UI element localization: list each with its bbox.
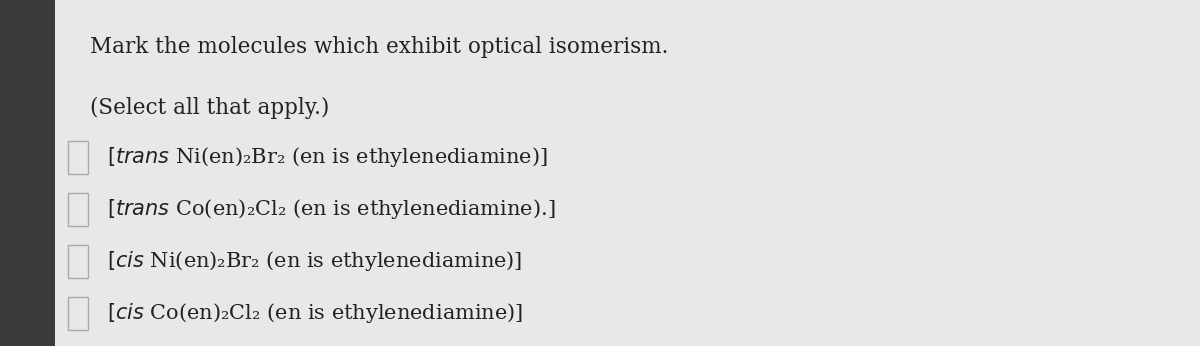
FancyBboxPatch shape bbox=[68, 141, 88, 174]
FancyBboxPatch shape bbox=[68, 297, 88, 329]
FancyBboxPatch shape bbox=[68, 193, 88, 226]
Text: $[$$\mathit{trans}$ Co(en)₂Cl₂ (en is ethylenediamine).]: $[$$\mathit{trans}$ Co(en)₂Cl₂ (en is et… bbox=[107, 197, 556, 221]
Text: $[$$\mathit{cis}$ Co(en)₂Cl₂ (en is ethylenediamine)]: $[$$\mathit{cis}$ Co(en)₂Cl₂ (en is ethy… bbox=[107, 301, 523, 325]
Text: Mark the molecules which exhibit optical isomerism.: Mark the molecules which exhibit optical… bbox=[90, 36, 668, 58]
FancyBboxPatch shape bbox=[68, 245, 88, 277]
Text: (Select all that apply.): (Select all that apply.) bbox=[90, 97, 329, 119]
FancyBboxPatch shape bbox=[0, 0, 55, 346]
Text: $[$$\mathit{cis}$ Ni(en)₂Br₂ (en is ethylenediamine)]: $[$$\mathit{cis}$ Ni(en)₂Br₂ (en is ethy… bbox=[107, 249, 522, 273]
Text: $[$$\mathit{trans}$ Ni(en)₂Br₂ (en is ethylenediamine)]: $[$$\mathit{trans}$ Ni(en)₂Br₂ (en is et… bbox=[107, 145, 547, 170]
